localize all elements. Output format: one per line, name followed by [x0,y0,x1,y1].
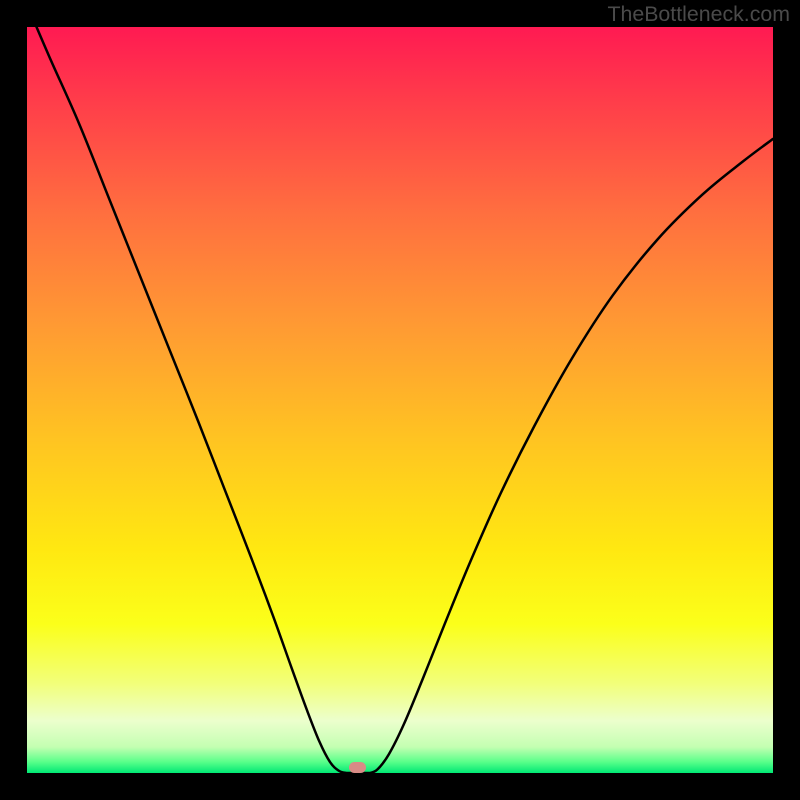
watermark-text: TheBottleneck.com [607,2,790,27]
bottleneck-curve [27,27,773,773]
curve-path [27,27,773,773]
chart-frame: TheBottleneck.com [0,0,800,800]
plot-area [27,27,773,773]
optimal-point-marker [349,762,365,773]
